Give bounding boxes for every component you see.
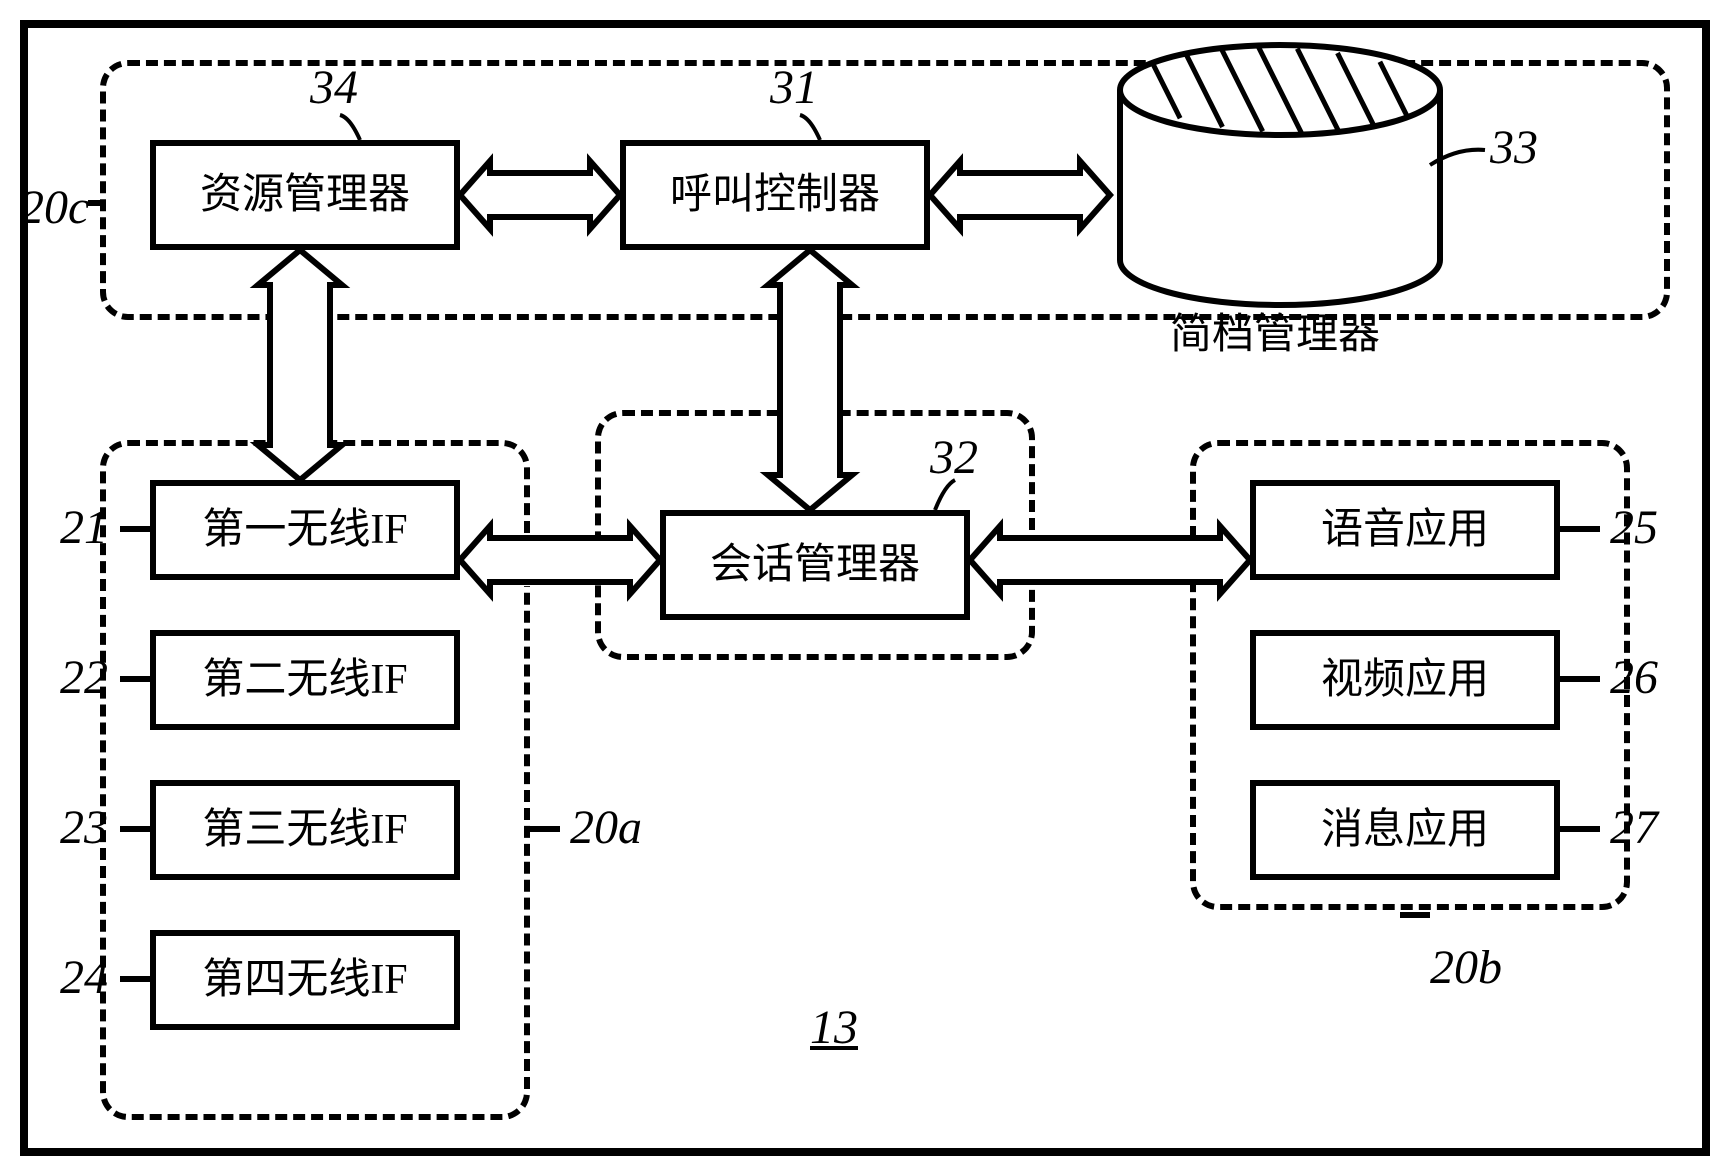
tick-20a <box>530 826 560 832</box>
ref-24: 24 <box>60 950 108 1005</box>
box-wireless-if-1: 第一无线IF <box>150 480 460 580</box>
ref-23: 23 <box>60 800 108 855</box>
ref-26: 26 <box>1610 650 1658 705</box>
box-wireless-if-4: 第四无线IF <box>150 930 460 1030</box>
box-wireless-if-3: 第三无线IF <box>150 780 460 880</box>
box-resource-manager: 资源管理器 <box>150 140 460 250</box>
sip-label-left: SIP <box>490 538 559 586</box>
ref-20b: 20b <box>1430 940 1502 995</box>
box-video-app: 视频应用 <box>1250 630 1560 730</box>
tick-21 <box>120 526 150 532</box>
tick-26 <box>1560 676 1600 682</box>
tick-27 <box>1560 826 1600 832</box>
ref-34: 34 <box>310 60 358 115</box>
figure-number: 13 <box>810 1000 858 1055</box>
tick-23 <box>120 826 150 832</box>
box-call-controller: 呼叫控制器 <box>620 140 930 250</box>
tick-25 <box>1560 526 1600 532</box>
ref-33: 33 <box>1490 120 1538 175</box>
sip-label-right: SIP <box>1060 538 1129 586</box>
ref-20a: 20a <box>570 800 642 855</box>
ref-21: 21 <box>60 500 108 555</box>
ref-32: 32 <box>930 430 978 485</box>
tick-22 <box>120 676 150 682</box>
ref-27: 27 <box>1610 800 1658 855</box>
ref-22: 22 <box>60 650 108 705</box>
tick-24 <box>120 976 150 982</box>
ref-25: 25 <box>1610 500 1658 555</box>
ref-20c: 20c <box>20 180 89 235</box>
ref-31: 31 <box>770 60 818 115</box>
box-session-manager: 会话管理器 <box>660 510 970 620</box>
box-wireless-if-2: 第二无线IF <box>150 630 460 730</box>
tick-20b <box>1400 912 1430 918</box>
diagram-canvas: 资源管理器 呼叫控制器 会话管理器 第一无线IF 第二无线IF 第三无线IF 第… <box>0 0 1730 1176</box>
cylinder-label: 简档管理器 <box>1170 300 1380 361</box>
box-message-app: 消息应用 <box>1250 780 1560 880</box>
box-voice-app: 语音应用 <box>1250 480 1560 580</box>
tick-20c <box>88 200 104 206</box>
